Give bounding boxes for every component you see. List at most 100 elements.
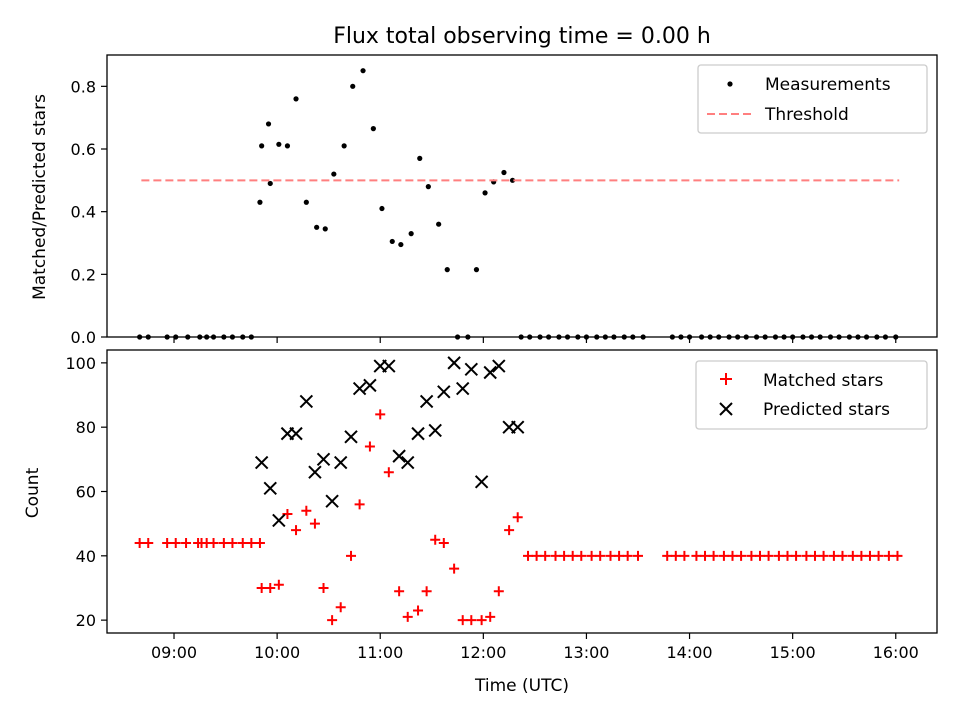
x-tick-label: 11:00 (357, 643, 403, 662)
predicted-star-point (510, 420, 525, 434)
y-tick-label: 100 (65, 354, 96, 373)
matched-star-point (679, 550, 690, 561)
matched-star-point (170, 537, 181, 548)
x-tick-label: 12:00 (460, 643, 506, 662)
matched-star-point (265, 582, 276, 593)
matched-star-point (134, 537, 145, 548)
predicted-star-point (289, 426, 303, 441)
measurement-point (501, 169, 507, 176)
x-tick-label: 13:00 (563, 643, 609, 662)
ratio-panel: 0.00.20.40.60.8 Matched/Predicted stars … (30, 54, 938, 347)
predicted-star-point (437, 385, 451, 399)
matched-star-point (691, 550, 702, 561)
predicted-star-point (344, 430, 358, 444)
matched-star-point (383, 467, 394, 478)
x-tick-label: 16:00 (873, 643, 919, 662)
matched-star-point (273, 579, 284, 590)
matched-star-point (559, 550, 570, 561)
matched-star-point (818, 550, 829, 561)
predicted-star-point (333, 455, 348, 470)
matched-star-point (493, 586, 504, 597)
matched-star-point (632, 550, 643, 561)
matched-star-point (540, 550, 551, 561)
measurement-point (408, 231, 414, 237)
matched-star-point (218, 537, 229, 548)
matched-star-point (402, 611, 413, 622)
y-tick-label: 0.6 (71, 140, 96, 159)
predicted-star-point (474, 475, 489, 489)
x-tick-label: 14:00 (666, 643, 712, 662)
y-tick-label: 20 (76, 611, 96, 630)
legend-measurements-marker (727, 81, 733, 87)
matched-star-point (605, 550, 616, 561)
predicted-star-point (272, 513, 286, 528)
measurement-point (417, 155, 423, 161)
predicted-star-point (325, 494, 339, 508)
y-tick-label: 0.2 (71, 265, 96, 284)
matched-star-point (476, 615, 487, 626)
legend-matched-marker (720, 373, 732, 385)
x-axis-label: Time (UTC) (474, 676, 569, 696)
measurement-point (370, 126, 376, 132)
matched-star-point (449, 563, 460, 574)
measurement-point (444, 267, 450, 273)
predicted-star-point (363, 378, 377, 393)
matched-star-point (346, 550, 357, 561)
matched-star-point (773, 550, 784, 561)
predicted-star-point (483, 365, 497, 380)
matched-star-point (309, 518, 320, 529)
predicted-star-point (419, 394, 434, 409)
y-tick-label: 80 (76, 418, 96, 437)
matched-star-point (523, 550, 534, 561)
predicted-star-point (492, 359, 506, 373)
matched-star-point (662, 550, 673, 561)
measurement-point (331, 171, 337, 177)
legend-predicted-label: Predicted stars (763, 400, 890, 420)
y-tick-label: 60 (76, 483, 96, 502)
count-plot-frame (106, 349, 938, 634)
figure-title: Flux total observing time = 0.00 h (333, 24, 711, 49)
matched-star-point (413, 605, 424, 616)
matched-star-point (246, 537, 257, 548)
matched-star-point (227, 537, 238, 548)
matched-star-point (550, 550, 561, 561)
measurement-point (473, 267, 480, 273)
predicted-star-point (447, 356, 461, 370)
matched-star-point (892, 550, 903, 561)
y-tick-label: 40 (76, 547, 96, 566)
ratio-legend: Measurements Threshold (697, 64, 928, 134)
matched-star-point (746, 550, 757, 561)
matched-star-point (318, 582, 329, 593)
matched-star-point (763, 550, 774, 561)
matched-star-point (143, 537, 154, 548)
matched-star-point (856, 550, 867, 561)
matched-star-point (256, 582, 267, 593)
matched-star-point (254, 537, 265, 548)
predicted-star-point (316, 452, 331, 467)
count-legend-box (695, 360, 928, 430)
matched-star-point (883, 550, 894, 561)
matched-star-point (457, 615, 468, 626)
matched-star-point (181, 537, 192, 548)
matched-star-point (736, 550, 747, 561)
matched-star-point (237, 537, 248, 548)
count-y-axis-label: Count (23, 467, 43, 518)
predicted-star-point (464, 362, 479, 377)
matched-star-point (364, 441, 375, 452)
matched-star-point (700, 550, 711, 561)
matched-star-point (718, 550, 729, 561)
measurement-point (267, 180, 273, 187)
matched-star-point (466, 615, 477, 626)
measurement-point (259, 143, 265, 149)
predicted-star-point (401, 455, 415, 470)
matched-star-point (301, 505, 312, 516)
measurement-point (341, 143, 347, 149)
matched-star-point (354, 499, 365, 510)
legend-matched-label: Matched stars (763, 371, 883, 391)
ratio-y-axis-label: Matched/Predicted stars (30, 94, 50, 300)
measurement-point (314, 224, 320, 230)
legend-threshold-label: Threshold (764, 105, 849, 125)
matched-star-point (485, 611, 496, 622)
measurement-point (284, 143, 291, 149)
matched-star-point (567, 550, 578, 561)
